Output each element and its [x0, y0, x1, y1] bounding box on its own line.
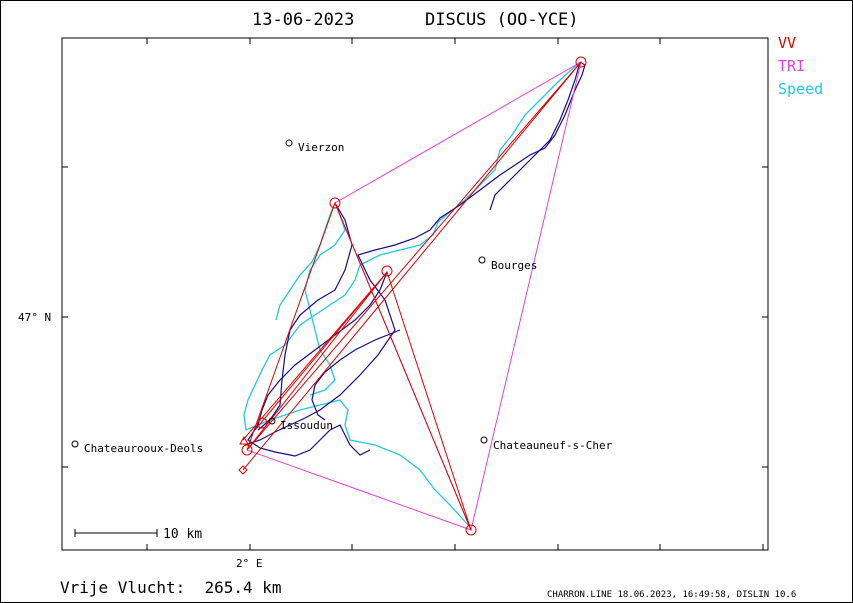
finish-marker	[239, 435, 249, 445]
place-label-bourges: Bourges	[491, 259, 537, 272]
scale-bar	[74, 529, 158, 537]
start-marker	[238, 465, 248, 475]
flight-track	[244, 61, 586, 446]
plot-area	[61, 37, 769, 551]
lat-label: 47° N	[18, 311, 51, 324]
flight-track-5	[489, 61, 581, 211]
place-marker-bourges	[478, 256, 486, 264]
speed-track-3	[275, 202, 336, 321]
free-flight-distance: Vrije Vlucht: 265.4 km	[60, 578, 282, 597]
turnpoint-2	[329, 197, 341, 209]
flight-track-4	[311, 329, 401, 421]
turnpoint-4	[465, 524, 477, 536]
vv-path	[242, 61, 582, 531]
glider-name: DISCUS (OO-YCE)	[425, 10, 579, 30]
legend-speed: Speed	[778, 80, 823, 98]
tri-path	[334, 60, 582, 532]
axis-ticks	[62, 38, 768, 550]
turnpoint-6	[256, 417, 268, 429]
turnpoints	[238, 56, 587, 536]
place-marker-chateauneuf	[480, 436, 488, 444]
place-marker-vierzon	[285, 139, 293, 147]
vv-path-2	[242, 271, 388, 441]
flight-date: 13-06-2023	[252, 10, 354, 30]
legend-tri: TRI	[778, 57, 805, 75]
place-label-vierzon: Vierzon	[298, 141, 344, 154]
speed-track-2	[304, 202, 346, 396]
lon-label: 2° E	[236, 557, 263, 570]
turnpoint-3	[381, 265, 393, 277]
tri-path-2	[246, 449, 472, 531]
place-label-chateauroux: Chateaurooux-Deols	[84, 442, 203, 455]
legend-vv: VV	[778, 34, 796, 52]
credits: CHARRON.LINE 18.06.2023, 16:49:58, DISLI…	[547, 590, 796, 600]
place-label-issoudun: Issoudun	[280, 419, 333, 432]
place-marker-chateauroux	[71, 440, 79, 448]
place-marker-issoudun	[268, 417, 276, 425]
place-label-chateauneuf: Chateauneuf-s-Cher	[493, 439, 613, 452]
places: Vierzon Bourges Issoudun Chateaurooux-De…	[71, 139, 613, 455]
speed-track	[243, 61, 581, 528]
turnpoint-5	[241, 444, 253, 456]
scale-label: 10 km	[163, 527, 202, 542]
turnpoint-1	[575, 56, 587, 68]
